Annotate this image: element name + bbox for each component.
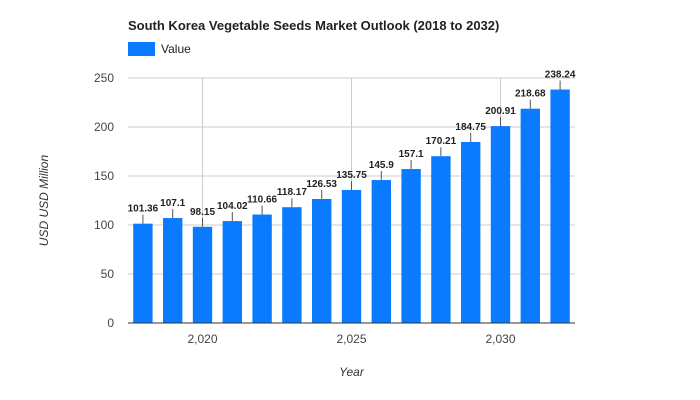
legend-swatch	[128, 42, 155, 56]
data-label: 238.24	[545, 70, 576, 81]
data-label: 200.91	[485, 106, 516, 117]
bar	[401, 169, 421, 323]
y-tick-label: 100	[94, 218, 114, 232]
bar	[133, 223, 153, 323]
bar	[222, 221, 242, 323]
x-tick-label: 2,030	[485, 332, 515, 346]
bar	[431, 156, 451, 323]
bar	[461, 141, 481, 323]
data-label: 218.68	[515, 89, 546, 100]
bar	[490, 126, 511, 323]
bar	[252, 214, 272, 323]
bar	[371, 180, 391, 323]
bar	[192, 226, 213, 323]
y-tick-label: 250	[94, 71, 114, 85]
y-tick-label: 50	[101, 267, 115, 281]
chart-title: South Korea Vegetable Seeds Market Outlo…	[128, 18, 500, 33]
x-tick-label: 2,025	[336, 332, 366, 346]
y-tick-label: 0	[107, 316, 114, 330]
bar	[341, 189, 362, 323]
bar	[282, 207, 302, 323]
bar	[520, 108, 540, 323]
legend: Value	[128, 42, 191, 56]
data-label: 118.17	[277, 187, 307, 198]
data-label: 101.36	[128, 204, 159, 215]
legend-label: Value	[161, 42, 191, 56]
data-label: 145.9	[369, 160, 394, 171]
data-label: 126.53	[306, 179, 337, 190]
y-axis-title: USD USD Million	[37, 155, 51, 247]
data-label: 110.66	[247, 195, 277, 206]
data-label: 157.1	[399, 149, 424, 160]
bar	[550, 89, 570, 323]
data-label: 184.75	[455, 122, 486, 133]
data-label: 135.75	[336, 170, 367, 181]
x-axis-title: Year	[339, 365, 365, 379]
data-label: 104.02	[217, 201, 248, 212]
y-tick-label: 200	[94, 120, 114, 134]
bar	[312, 199, 332, 323]
data-label: 170.21	[426, 136, 457, 147]
x-tick-label: 2,020	[187, 332, 217, 346]
data-label: 107.1	[160, 198, 185, 209]
bar	[163, 218, 183, 323]
data-label: 98.15	[190, 207, 215, 218]
y-tick-label: 150	[94, 169, 114, 183]
